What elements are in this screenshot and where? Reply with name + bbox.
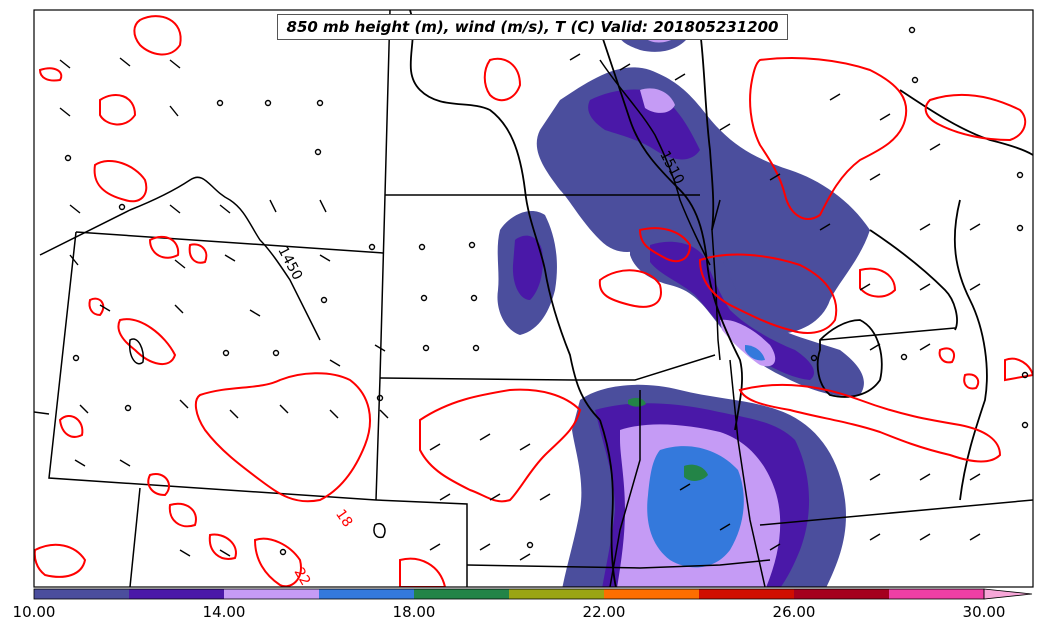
colorbar-tick-label: 22.00 [582, 603, 626, 621]
height-contours [39, 59, 711, 539]
colorbar-bin [414, 589, 509, 599]
colorbar-bin [509, 589, 604, 599]
colorbar-extend-arrow [983, 588, 1033, 600]
colorbar-tick-label: 14.00 [202, 603, 246, 621]
colorbar-tick-label: 30.00 [962, 603, 1006, 621]
map-title: 850 mb height (m), wind (m/s), T (C) Val… [277, 14, 788, 40]
colorbar-bin [604, 589, 699, 599]
colorbar-bin [699, 589, 794, 599]
colorbar-tick-label: 10.00 [12, 603, 56, 621]
colorbar [33, 588, 1033, 600]
rivers-and-coasts [409, 10, 1033, 587]
colorbar-bin [129, 589, 224, 599]
state-borders [34, 10, 1033, 587]
colorbar-bin [224, 589, 319, 599]
temperature-contours [34, 15, 1033, 587]
map-frame [33, 9, 1034, 588]
colorbar-bin [34, 589, 129, 599]
colorbar-bin [794, 589, 889, 599]
contour-label-22: 22 [291, 565, 314, 588]
calm-wind-circles [64, 26, 1029, 556]
wind-barbs [59, 53, 981, 561]
colorbar-bin [889, 589, 984, 599]
colorbar-outline [33, 588, 985, 600]
colorbar-tick-label: 18.00 [392, 603, 436, 621]
colorbar-bin [319, 589, 414, 599]
colorbar-tick-label: 26.00 [772, 603, 816, 621]
